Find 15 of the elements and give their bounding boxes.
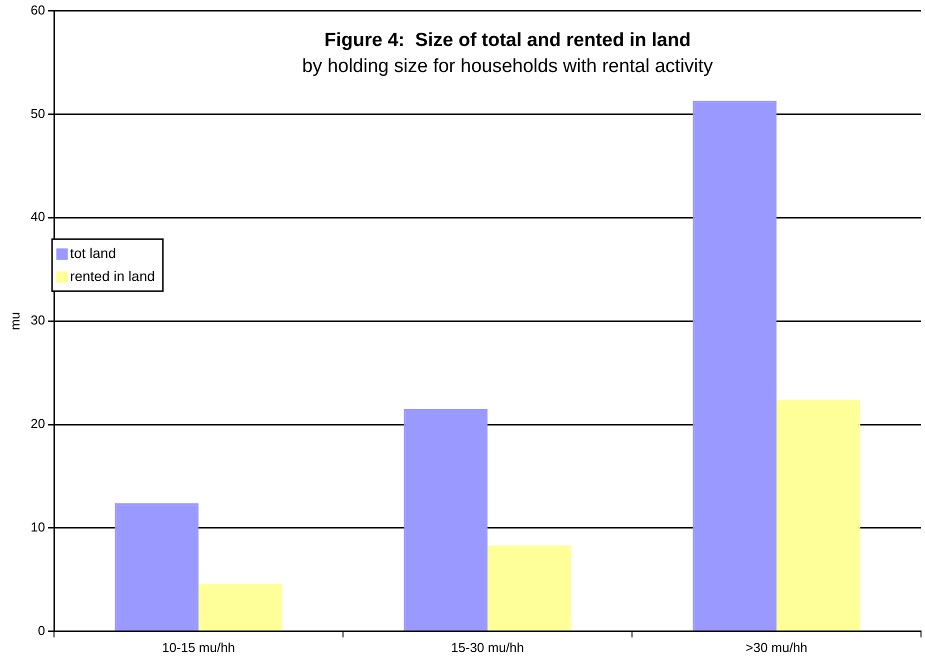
y-tick-label: 40 <box>30 209 46 224</box>
x-tick-label: 10-15 mu/hh <box>162 640 236 655</box>
y-axis-title: mu <box>7 312 22 330</box>
y-tick-label: 30 <box>30 312 46 328</box>
text: Figure 4: Size of total and rented in land <box>324 30 691 52</box>
y-tick-label: 10 <box>30 520 46 535</box>
y-tick-label: 60 <box>30 2 46 18</box>
y-tick-label: 20 <box>30 416 46 432</box>
legend-label: tot land <box>70 244 116 261</box>
y-tick-label: 0 <box>38 622 46 638</box>
y-tick-label: 50 <box>30 106 46 121</box>
legend-label: rented in land <box>70 268 155 284</box>
x-tick-label: >30 mu/hh <box>746 640 808 655</box>
text: by holding size for households with rental activity <box>302 56 714 78</box>
x-tick-label: 15-30 mu/hh <box>451 640 524 655</box>
